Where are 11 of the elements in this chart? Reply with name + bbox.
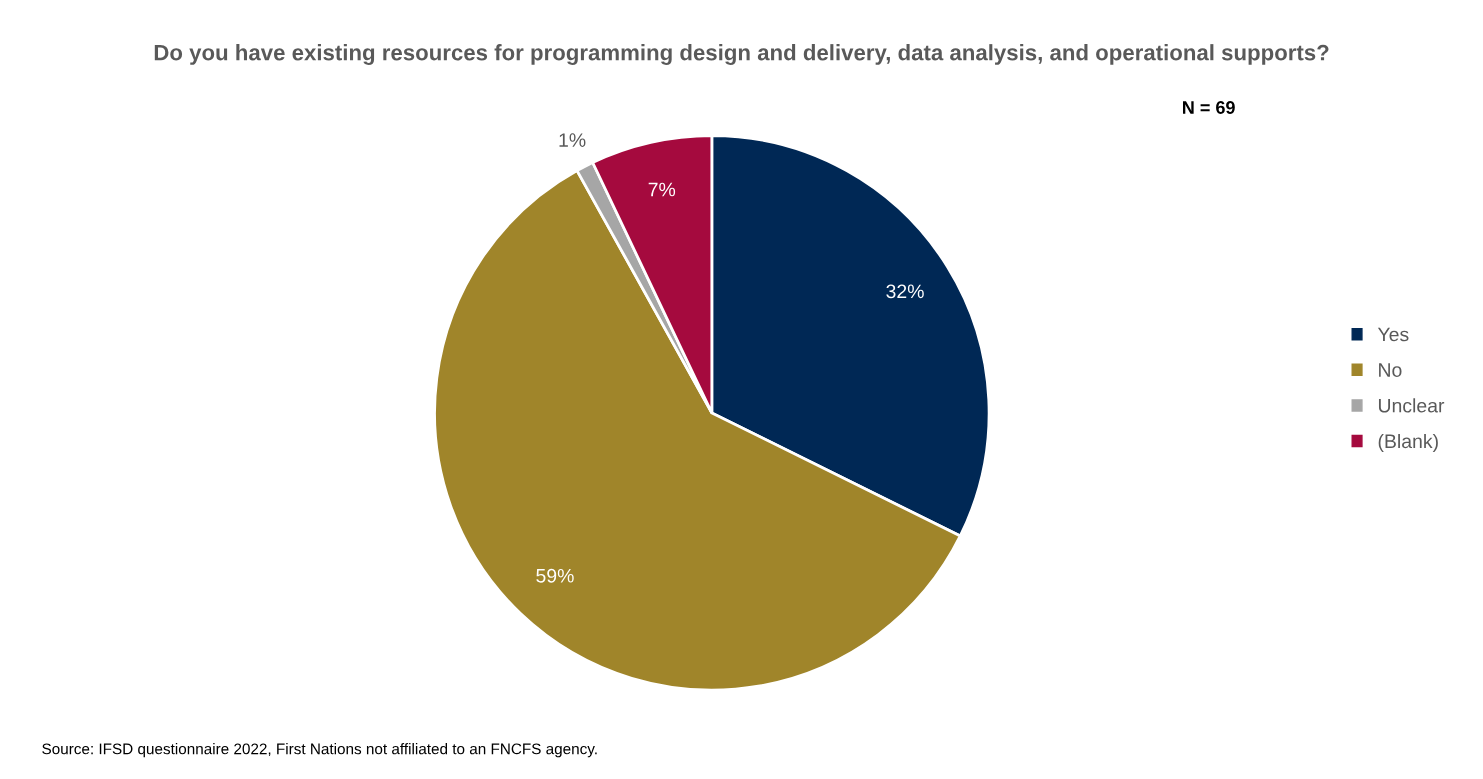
legend-label: No bbox=[1379, 363, 1402, 377]
legend-label: (Blank) bbox=[1378, 433, 1438, 452]
legend-label: Unclear bbox=[1378, 398, 1445, 413]
data-label: 1% bbox=[559, 133, 586, 147]
source-note: Source: IFSD questionnaire 2022, First Nations not affiliated to an FNCFS agency. bbox=[42, 743, 597, 758]
chart-title: Do you have existing resources for programming design and delivery, data analysis, and operational supports? bbox=[154, 44, 1329, 65]
data-label: 7% bbox=[648, 182, 676, 197]
text: N = 69 bbox=[1183, 101, 1235, 114]
data-label: 32% bbox=[886, 284, 924, 299]
legend-label: Yes bbox=[1377, 327, 1409, 342]
data-label: 59% bbox=[536, 568, 574, 583]
